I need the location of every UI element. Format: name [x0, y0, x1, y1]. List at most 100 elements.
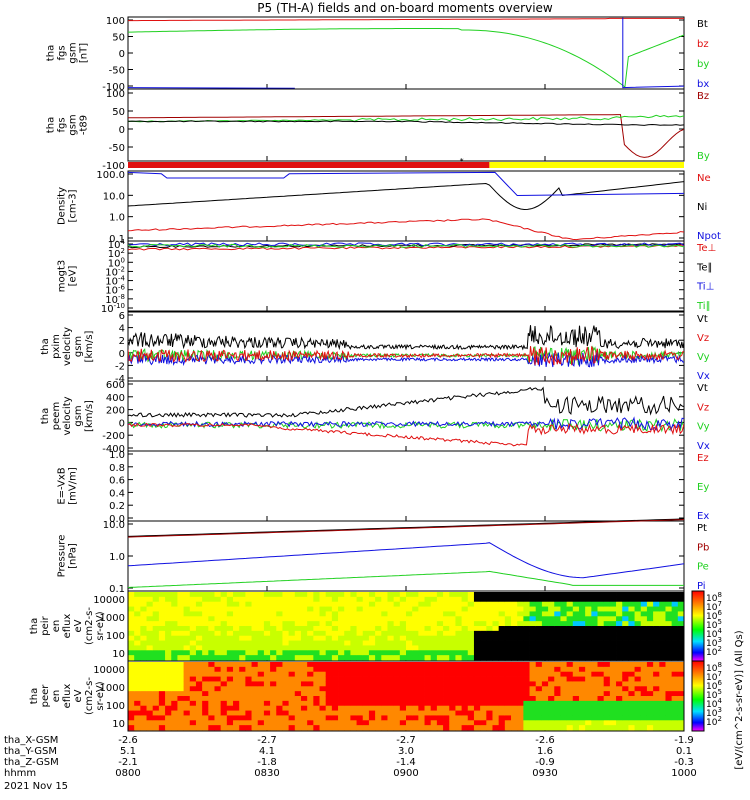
heatmap-cell [177, 611, 184, 617]
heatmap-cell [597, 596, 605, 603]
heatmap-cell [158, 691, 166, 697]
heatmap-cell [535, 616, 543, 622]
heatmap-cell [270, 710, 277, 716]
heatmap-cell [356, 640, 364, 646]
heatmap-cell [171, 630, 178, 637]
legend-entry: Ex [697, 511, 709, 522]
heatmap-cell [455, 655, 462, 661]
legend-entry: by [697, 59, 709, 70]
heatmap-cell [177, 710, 184, 716]
heatmap-cell [202, 686, 209, 692]
heatmap-cell [239, 691, 246, 697]
heatmap-cell [455, 635, 462, 641]
heatmap-cell [325, 662, 333, 668]
heatmap-cell [535, 681, 543, 687]
heatmap-cell [195, 611, 203, 617]
heatmap-cell [443, 616, 450, 622]
heatmap-cell [585, 686, 592, 692]
heatmap-cell [659, 626, 666, 632]
heatmap-cell [467, 662, 475, 668]
heatmap-cell [189, 630, 197, 637]
heatmap-cell [628, 630, 635, 637]
heatmap-cell [208, 621, 215, 627]
heatmap-cell [628, 686, 635, 692]
heatmap-cell [387, 640, 395, 646]
heatmap-cell [622, 611, 629, 617]
heatmap-cell [535, 626, 543, 632]
heatmap-cell [300, 645, 308, 651]
heatmap-cell [566, 626, 574, 632]
heatmap-cell [622, 676, 629, 682]
heatmap-cell [430, 700, 438, 707]
heatmap-cell [226, 626, 234, 632]
heatmap-cell [529, 650, 537, 656]
heatmap-cell [541, 696, 549, 702]
heatmap-cell [171, 606, 178, 612]
heatmap-cell [467, 686, 475, 692]
heatmap-cell [226, 655, 234, 661]
heatmap-cell [276, 700, 283, 707]
heatmap-cell [406, 592, 413, 598]
heatmap-cell [418, 626, 425, 632]
heatmap-cell [393, 606, 401, 612]
heatmap-cell [659, 671, 666, 677]
heatmap-cell [171, 616, 178, 622]
heatmap-cell [572, 650, 580, 656]
heatmap-cell [338, 691, 345, 697]
heatmap-cell [603, 596, 611, 603]
heatmap-cell [424, 671, 432, 677]
heatmap-cell [276, 705, 283, 711]
heatmap-cell [677, 696, 685, 702]
heatmap-cell [183, 616, 191, 622]
heatmap-cell [381, 705, 388, 711]
heatmap-cell [560, 596, 568, 603]
y-tick-label: 0.1 [109, 234, 125, 245]
heatmap-cell [646, 611, 654, 617]
y-axis-label-line: fgs [57, 45, 68, 60]
heatmap-cell [634, 630, 642, 637]
heatmap-cell [541, 662, 549, 668]
heatmap-cell [430, 601, 438, 607]
heatmap-cell [653, 611, 660, 617]
heatmap-cell [640, 616, 648, 622]
heatmap-cell [492, 596, 500, 603]
heatmap-cell [677, 650, 685, 656]
heatmap-cell [671, 710, 679, 716]
heatmap-cell [677, 700, 685, 707]
heatmap-cell [368, 666, 376, 673]
heatmap-cell [461, 700, 469, 707]
heatmap-cell [387, 655, 395, 661]
heatmap-cell [220, 635, 228, 641]
heatmap-cell [319, 725, 327, 731]
heatmap-cell [486, 645, 493, 651]
heatmap-cell [634, 696, 642, 702]
heatmap-cell [622, 640, 629, 646]
y-tick-label: -2 [115, 361, 125, 372]
heatmap-cell [226, 640, 234, 646]
heatmap-cell [671, 655, 679, 661]
heatmap-cell [455, 720, 462, 726]
heatmap-cell [177, 700, 184, 707]
heatmap-cell [128, 601, 135, 607]
heatmap-cell [473, 696, 481, 702]
heatmap-cell [226, 691, 234, 697]
y-axis-label-line: peir [40, 615, 51, 635]
heatmap-cell [128, 715, 135, 721]
heatmap-cell [177, 650, 184, 656]
heatmap-cell [449, 725, 456, 731]
heatmap-cell [214, 666, 222, 673]
heatmap-cell [362, 681, 370, 687]
heatmap-cell [245, 635, 252, 641]
heatmap-cell [529, 686, 537, 692]
heatmap-cell [616, 700, 623, 707]
heatmap-cell [263, 676, 271, 682]
heatmap-cell [554, 696, 561, 702]
heatmap-cell [597, 645, 605, 651]
heatmap-cell [591, 700, 598, 707]
heatmap-cell [140, 686, 147, 692]
heatmap-cell [202, 635, 209, 641]
heatmap-cell [208, 686, 215, 692]
heatmap-cell [665, 700, 673, 707]
heatmap-cell [449, 650, 456, 656]
y-tick-label: 1.0 [109, 552, 125, 563]
